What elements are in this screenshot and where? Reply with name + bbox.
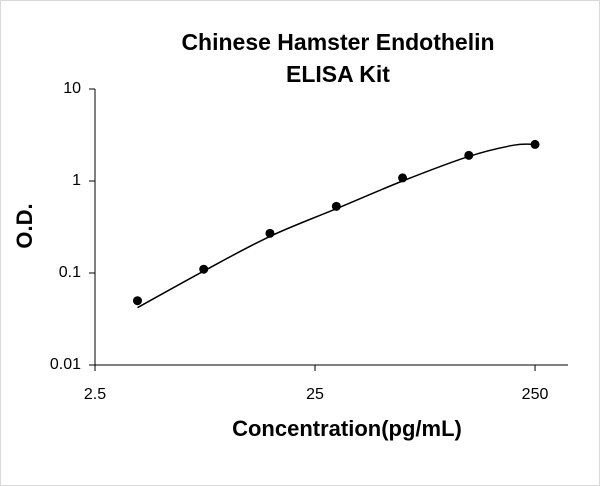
data-point xyxy=(331,201,341,211)
y-tick-label: 0.1 xyxy=(59,264,81,281)
chart-title: ELISA Kit xyxy=(286,61,390,87)
data-point xyxy=(132,296,142,306)
x-axis-label: Concentration(pg/mL) xyxy=(232,416,462,441)
y-tick-label: 10 xyxy=(63,80,81,97)
chart-title: Chinese Hamster Endothelin xyxy=(181,29,494,55)
x-tick-label: 25 xyxy=(306,386,324,403)
y-tick-label: 0.01 xyxy=(50,356,81,373)
fit-curve xyxy=(137,143,536,309)
y-axis-label: O.D. xyxy=(12,203,37,248)
y-tick-label: 1 xyxy=(72,172,81,189)
x-tick-label: 250 xyxy=(522,386,549,403)
x-tick-label: 2.5 xyxy=(84,386,106,403)
